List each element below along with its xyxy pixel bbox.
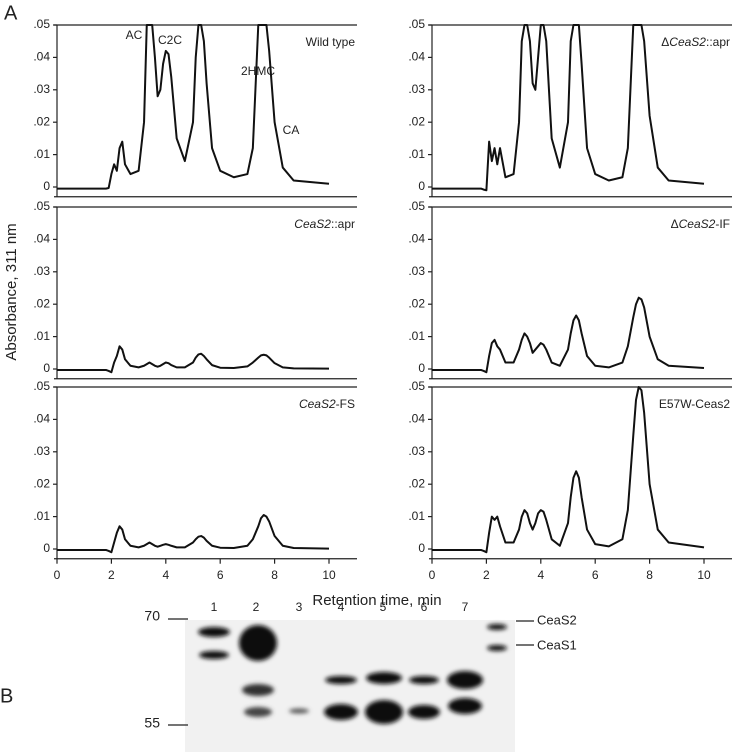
- y-tick-label: 0: [418, 541, 425, 555]
- y-tick-label: .03: [33, 82, 50, 96]
- y-tick-label: .05: [408, 379, 425, 393]
- y-tick-label: .04: [33, 412, 50, 426]
- y-tick-label: 0: [418, 179, 425, 193]
- x-axis-label: Retention time, min: [312, 592, 441, 609]
- lane-number: 4: [338, 600, 345, 614]
- chart-title: Wild type: [306, 35, 356, 49]
- western-blot: [168, 618, 534, 752]
- chromatogram-trace: [57, 345, 330, 374]
- x-tick-label: 2: [108, 568, 115, 582]
- peak-label: C2C: [158, 33, 182, 47]
- chromatogram-trace: [432, 24, 705, 192]
- y-tick-label: .03: [33, 264, 50, 278]
- lane-number: 3: [296, 600, 303, 614]
- y-tick-label: .04: [33, 50, 50, 64]
- y-tick-label: .02: [33, 296, 50, 310]
- x-tick-label: 6: [217, 568, 224, 582]
- peak-label: CA: [283, 123, 300, 137]
- y-tick-label: .01: [408, 147, 425, 161]
- y-tick-label: .05: [408, 17, 425, 31]
- y-tick-label: .05: [33, 379, 50, 393]
- y-tick-label: .01: [33, 329, 50, 343]
- chromatogram-trace: [57, 24, 330, 190]
- x-tick-label: 8: [646, 568, 653, 582]
- chromatogram-trace: [57, 513, 330, 554]
- x-tick-label: 10: [322, 568, 336, 582]
- y-tick-label: .01: [33, 509, 50, 523]
- x-tick-label: 4: [162, 568, 169, 582]
- y-tick-label: .03: [408, 444, 425, 458]
- lane-number: 6: [421, 600, 428, 614]
- chart-title: ΔCeaS2-IF: [671, 217, 730, 231]
- y-tick-label: .01: [408, 329, 425, 343]
- x-tick-label: 4: [537, 568, 544, 582]
- y-tick-label: 0: [43, 541, 50, 555]
- y-tick-label: 0: [43, 361, 50, 375]
- panel-label: B: [0, 685, 13, 707]
- x-tick-label: 0: [429, 568, 436, 582]
- y-axis-label: Absorbance, 311 nm: [3, 223, 20, 360]
- y-tick-label: .03: [408, 264, 425, 278]
- x-tick-label: 10: [697, 568, 711, 582]
- y-tick-label: .04: [408, 50, 425, 64]
- chromatogram-trace: [432, 386, 705, 554]
- y-tick-label: .04: [33, 232, 50, 246]
- y-tick-label: .04: [408, 232, 425, 246]
- x-tick-label: 0: [54, 568, 61, 582]
- chart-title: E57W-Ceas2: [659, 397, 730, 411]
- y-tick-label: .02: [408, 296, 425, 310]
- lane-number: 2: [253, 600, 260, 614]
- y-tick-label: 0: [418, 361, 425, 375]
- panel-label: A: [4, 2, 18, 24]
- chromatogram-trace: [432, 296, 705, 374]
- lane-number: 1: [211, 600, 218, 614]
- y-tick-label: .03: [33, 444, 50, 458]
- band-label: CeaS1: [537, 637, 577, 652]
- y-tick-label: .02: [33, 114, 50, 128]
- y-tick-label: .05: [33, 199, 50, 213]
- y-tick-label: .03: [408, 82, 425, 96]
- y-tick-label: .02: [33, 476, 50, 490]
- chart-title: CeaS2-FS: [299, 397, 355, 411]
- lane-number: 5: [380, 600, 387, 614]
- x-tick-label: 2: [483, 568, 490, 582]
- x-tick-label: 6: [592, 568, 599, 582]
- y-tick-label: .05: [408, 199, 425, 213]
- y-tick-label: .02: [408, 476, 425, 490]
- peak-label: 2HMC: [241, 64, 275, 78]
- blot-bands: [198, 624, 507, 724]
- y-tick-label: .02: [408, 114, 425, 128]
- x-tick-label: 8: [271, 568, 278, 582]
- y-tick-label: .01: [408, 509, 425, 523]
- size-marker: 55: [144, 715, 160, 731]
- y-tick-label: .05: [33, 17, 50, 31]
- size-marker: 70: [144, 608, 160, 624]
- y-tick-label: .04: [408, 412, 425, 426]
- band-label: CeaS2: [537, 612, 577, 627]
- y-tick-label: 0: [43, 179, 50, 193]
- chart-title: CeaS2::apr: [294, 217, 355, 231]
- lane-number: 7: [462, 600, 469, 614]
- peak-label: AC: [126, 28, 143, 42]
- y-tick-label: .01: [33, 147, 50, 161]
- chart-title: ΔCeaS2::apr: [661, 35, 730, 49]
